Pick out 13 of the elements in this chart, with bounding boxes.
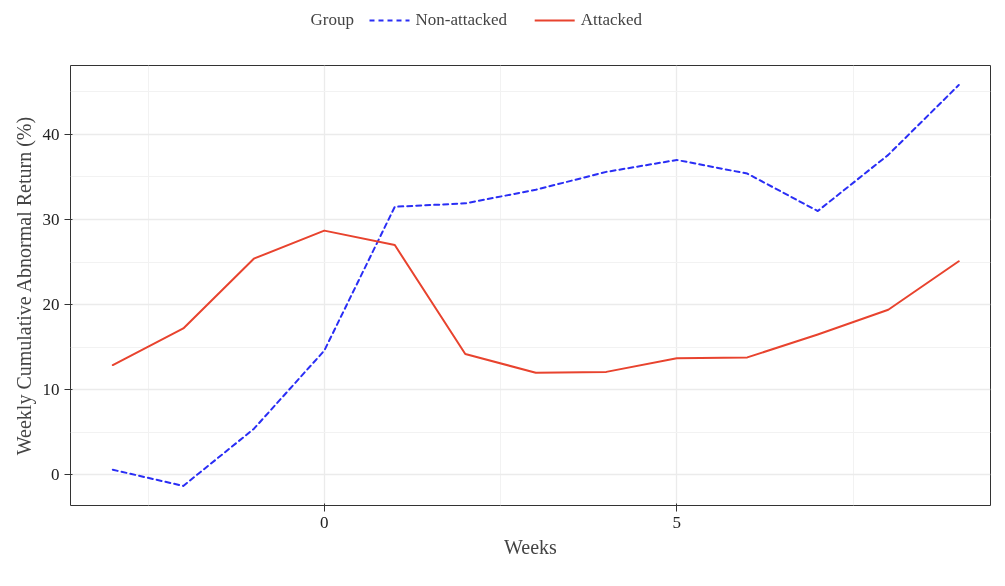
y-axis-title: Weekly Cumulative Abnormal Return (%) xyxy=(12,116,36,456)
y-tick-label: 20 xyxy=(42,295,60,315)
x-tick-label: 5 xyxy=(672,512,682,532)
y-tick-label: 40 xyxy=(42,124,60,144)
line-series xyxy=(111,229,960,374)
legend-title: Group xyxy=(310,9,354,29)
line-series xyxy=(111,84,960,487)
y-tick-label: 30 xyxy=(42,210,60,230)
legend-label: Non-attacked xyxy=(415,9,508,29)
x-axis-title: Weeks xyxy=(504,535,558,558)
legend-label: Attacked xyxy=(580,9,643,29)
y-tick-label: 10 xyxy=(42,380,60,400)
y-tick-label: 0 xyxy=(51,465,60,485)
